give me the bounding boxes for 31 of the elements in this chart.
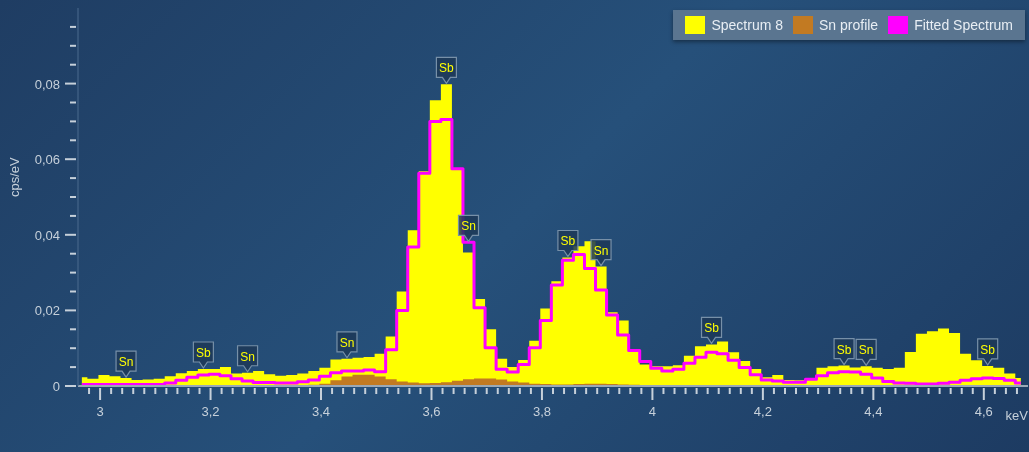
y-tick-label: 0,02 [34, 303, 60, 319]
x-tick-label: 4 [648, 404, 657, 419]
x-tick-label: 4,4 [864, 404, 883, 419]
x-tick-label: 3,4 [311, 404, 331, 419]
x-tick-label: 3 [96, 404, 104, 419]
legend-label: Fitted Spectrum [914, 17, 1013, 33]
x-axis-title: keV [1005, 408, 1029, 423]
annotation: Sn [461, 219, 476, 234]
annotation: Sb [196, 345, 212, 360]
y-tick-label: 0,04 [34, 227, 60, 243]
annotation: Sn [240, 349, 255, 364]
annotation: Sb [704, 321, 720, 336]
annotation: Sn [339, 335, 355, 350]
annotation: Sb [560, 234, 576, 249]
x-tick-label: 4,6 [974, 404, 993, 419]
y-axis-title: cps/eV [6, 156, 22, 197]
x-tick-label: 3,6 [422, 404, 441, 419]
legend-label: Sn profile [819, 17, 879, 33]
x-tick-label: 3,8 [532, 404, 551, 419]
annotation: Sn [858, 343, 874, 358]
y-tick-label: 0,08 [34, 76, 60, 92]
x-tick-label: 3,2 [201, 404, 220, 419]
annotation: Sb [439, 61, 455, 76]
annotation: Sn [118, 355, 134, 370]
x-tick-label: 4,2 [753, 404, 772, 419]
legend-label: Spectrum 8 [711, 17, 784, 33]
annotation: Sn [593, 243, 609, 258]
y-tick-label: 0 [52, 379, 60, 394]
y-tick-label: 0,06 [34, 152, 60, 168]
annotation: Sb [836, 342, 852, 357]
annotation: Sb [980, 342, 996, 357]
